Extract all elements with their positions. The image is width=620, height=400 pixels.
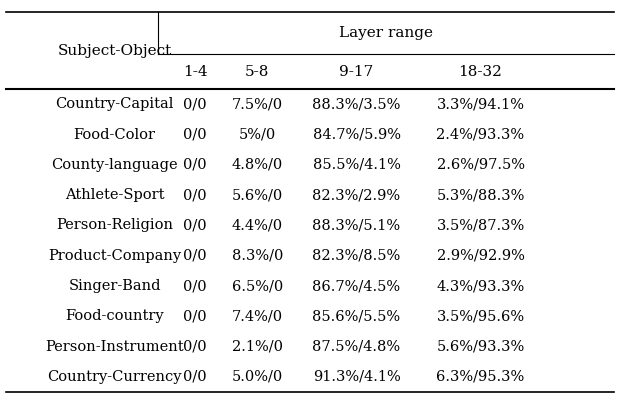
Text: 3.5%/95.6%: 3.5%/95.6%	[436, 309, 525, 323]
Text: 5.0%/0: 5.0%/0	[232, 370, 283, 384]
Text: 0/0: 0/0	[184, 340, 207, 354]
Text: Singer-Band: Singer-Band	[68, 279, 161, 293]
Text: 0/0: 0/0	[184, 309, 207, 323]
Text: 4.4%/0: 4.4%/0	[232, 218, 283, 232]
Text: 5%/0: 5%/0	[239, 128, 276, 142]
Text: 5.6%/0: 5.6%/0	[232, 188, 283, 202]
Text: 3.5%/87.3%: 3.5%/87.3%	[436, 218, 525, 232]
Text: Food-Color: Food-Color	[74, 128, 156, 142]
Text: 2.9%/92.9%: 2.9%/92.9%	[436, 249, 525, 263]
Text: 9-17: 9-17	[339, 65, 374, 78]
Text: 18-32: 18-32	[459, 65, 502, 78]
Text: Person-Instrument: Person-Instrument	[45, 340, 184, 354]
Text: 0/0: 0/0	[184, 279, 207, 293]
Text: Layer range: Layer range	[339, 26, 433, 40]
Text: 0/0: 0/0	[184, 158, 207, 172]
Text: 5-8: 5-8	[245, 65, 270, 78]
Text: 2.1%/0: 2.1%/0	[232, 340, 283, 354]
Text: 5.3%/88.3%: 5.3%/88.3%	[436, 188, 525, 202]
Text: 82.3%/8.5%: 82.3%/8.5%	[312, 249, 401, 263]
Text: 85.5%/4.1%: 85.5%/4.1%	[312, 158, 401, 172]
Text: Country-Capital: Country-Capital	[56, 97, 174, 111]
Text: 0/0: 0/0	[184, 249, 207, 263]
Text: 6.5%/0: 6.5%/0	[232, 279, 283, 293]
Text: 82.3%/2.9%: 82.3%/2.9%	[312, 188, 401, 202]
Text: Athlete-Sport: Athlete-Sport	[65, 188, 164, 202]
Text: 0/0: 0/0	[184, 97, 207, 111]
Text: 88.3%/3.5%: 88.3%/3.5%	[312, 97, 401, 111]
Text: 2.6%/97.5%: 2.6%/97.5%	[436, 158, 525, 172]
Text: 85.6%/5.5%: 85.6%/5.5%	[312, 309, 401, 323]
Text: Food-country: Food-country	[65, 309, 164, 323]
Text: 84.7%/5.9%: 84.7%/5.9%	[312, 128, 401, 142]
Text: Person-Religion: Person-Religion	[56, 218, 173, 232]
Text: 87.5%/4.8%: 87.5%/4.8%	[312, 340, 401, 354]
Text: 0/0: 0/0	[184, 188, 207, 202]
Text: 7.5%/0: 7.5%/0	[232, 97, 283, 111]
Text: 88.3%/5.1%: 88.3%/5.1%	[312, 218, 401, 232]
Text: 0/0: 0/0	[184, 128, 207, 142]
Text: 1-4: 1-4	[183, 65, 208, 78]
Text: 7.4%/0: 7.4%/0	[232, 309, 283, 323]
Text: 6.3%/95.3%: 6.3%/95.3%	[436, 370, 525, 384]
Text: 86.7%/4.5%: 86.7%/4.5%	[312, 279, 401, 293]
Text: 0/0: 0/0	[184, 370, 207, 384]
Text: 8.3%/0: 8.3%/0	[232, 249, 283, 263]
Text: 0/0: 0/0	[184, 218, 207, 232]
Text: County-language: County-language	[51, 158, 178, 172]
Text: 4.8%/0: 4.8%/0	[232, 158, 283, 172]
Text: 5.6%/93.3%: 5.6%/93.3%	[436, 340, 525, 354]
Text: Country-Currency: Country-Currency	[48, 370, 182, 384]
Text: 4.3%/93.3%: 4.3%/93.3%	[436, 279, 525, 293]
Text: 2.4%/93.3%: 2.4%/93.3%	[436, 128, 525, 142]
Text: 91.3%/4.1%: 91.3%/4.1%	[312, 370, 401, 384]
Text: Product-Company: Product-Company	[48, 249, 181, 263]
Text: 3.3%/94.1%: 3.3%/94.1%	[436, 97, 525, 111]
Text: Subject-Object: Subject-Object	[58, 44, 172, 58]
